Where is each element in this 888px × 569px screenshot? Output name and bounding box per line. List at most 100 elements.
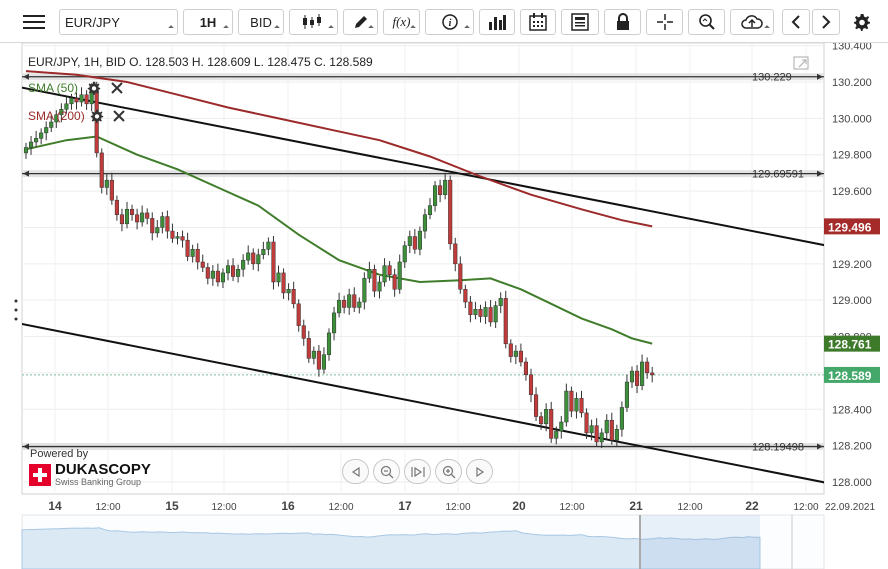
candle-body <box>79 94 84 103</box>
brand-name: DUKASCOPY <box>55 461 151 478</box>
zoom-icon <box>698 14 715 30</box>
crosshair-button[interactable] <box>646 9 683 35</box>
draw-button[interactable] <box>343 9 378 35</box>
price-side-select[interactable]: BID <box>238 9 284 35</box>
dukascopy-logo: DUKASCOPY Swiss Banking Group <box>29 462 151 487</box>
price-chart[interactable]: 128.000128.200128.400128.600128.800129.0… <box>0 43 888 569</box>
x-tick-label: 12:00 <box>677 502 702 513</box>
price-tag-label: 128.589 <box>828 369 872 383</box>
candle-body <box>301 325 306 339</box>
candle-body <box>650 372 655 376</box>
candle-body <box>281 272 286 294</box>
candle-body <box>463 289 468 303</box>
sma50-remove-button[interactable] <box>110 82 123 97</box>
level-arrow-right <box>817 443 823 450</box>
candle-body <box>311 350 316 359</box>
candle-body <box>554 430 559 439</box>
price-tag <box>824 218 880 235</box>
candle-body <box>29 141 34 148</box>
candle-body <box>412 236 417 250</box>
candle-body <box>175 236 180 239</box>
zoom-in-button[interactable] <box>435 459 462 484</box>
fit-button[interactable] <box>404 459 431 484</box>
candle-body <box>180 236 185 241</box>
candle-body <box>433 185 438 206</box>
candle-body <box>609 419 614 441</box>
price-tag <box>824 335 880 352</box>
settings-button[interactable] <box>848 9 876 35</box>
sma200-label: SMA (200) <box>28 109 85 123</box>
indicators-button[interactable]: f(x) <box>383 9 420 35</box>
candle-body <box>59 109 64 115</box>
candle-body <box>614 429 619 441</box>
candle-body <box>321 354 326 370</box>
price-tag-label: 129.496 <box>828 220 872 234</box>
expand-icon[interactable] <box>793 56 809 70</box>
chart-area[interactable]: 128.000128.200128.400128.600128.800129.0… <box>0 43 888 569</box>
menu-icon <box>23 15 45 29</box>
zoom-button[interactable] <box>688 9 725 35</box>
candle-body <box>468 301 473 315</box>
candle-body <box>150 218 155 234</box>
candle-body <box>261 249 266 255</box>
forward-button[interactable] <box>466 459 493 484</box>
y-tick-label: 128.000 <box>832 477 872 489</box>
candle-body <box>387 265 392 275</box>
candle-body <box>362 278 367 303</box>
x-tick-label: 12:00 <box>328 502 353 513</box>
candle-body <box>140 212 145 223</box>
candle-body <box>523 361 529 375</box>
candle-body <box>640 361 645 386</box>
candle-body <box>417 230 422 250</box>
candle-body <box>478 309 483 317</box>
chart-type-button[interactable] <box>289 9 338 35</box>
candle-body <box>190 249 195 257</box>
scroll-forward-button[interactable] <box>812 9 840 35</box>
candle-body <box>508 343 513 357</box>
candle-body <box>382 265 387 283</box>
candle-body <box>599 432 604 443</box>
candle-body <box>256 254 261 265</box>
rewind-button[interactable] <box>342 459 369 484</box>
candle-body <box>69 98 74 105</box>
candle-body <box>39 132 44 139</box>
candle-body <box>352 294 357 308</box>
candle-body <box>564 390 569 423</box>
sma200-settings-button[interactable] <box>90 109 104 126</box>
candle-body <box>99 152 104 188</box>
news-button[interactable] <box>561 9 599 35</box>
scroll-back-button[interactable] <box>782 9 810 35</box>
brand-sub: Swiss Banking Group <box>55 477 142 487</box>
candle-body <box>498 298 503 306</box>
candle-body <box>195 249 200 263</box>
candle-body <box>337 299 342 314</box>
symbol-select[interactable]: EUR/JPY <box>59 9 178 35</box>
candle-body <box>342 299 347 308</box>
level-label: 130.229 <box>752 72 792 84</box>
zoom-out-button[interactable] <box>373 459 400 484</box>
volume-button[interactable] <box>479 9 515 35</box>
menu-button[interactable] <box>14 9 54 35</box>
chart-toolbar: EUR/JPY 1H BID f(x) i <box>0 0 888 43</box>
candle-body <box>23 147 29 154</box>
candle-body <box>367 269 372 279</box>
side-panel-handle[interactable] <box>14 298 18 322</box>
candle-body <box>74 98 79 103</box>
sma50-line <box>25 135 653 345</box>
navigator-window[interactable] <box>640 515 760 569</box>
candle-body <box>407 236 412 246</box>
sma200-remove-button[interactable] <box>113 110 126 125</box>
sma50-settings-button[interactable] <box>87 81 101 98</box>
calendar-button[interactable] <box>520 9 556 35</box>
x-tick-label: 12:00 <box>95 502 120 513</box>
chart-navigation <box>342 459 493 484</box>
lock-button[interactable] <box>604 9 641 35</box>
timeframe-select[interactable]: 1H <box>183 9 233 35</box>
plot-content: 130.229 129.69591 128.19498 <box>22 70 824 484</box>
candle-body <box>513 350 518 357</box>
chevron-right-icon <box>822 15 831 29</box>
candle-body <box>544 409 549 425</box>
export-button[interactable] <box>730 9 774 35</box>
info-button[interactable]: i <box>425 9 474 35</box>
price-tag <box>824 366 880 383</box>
